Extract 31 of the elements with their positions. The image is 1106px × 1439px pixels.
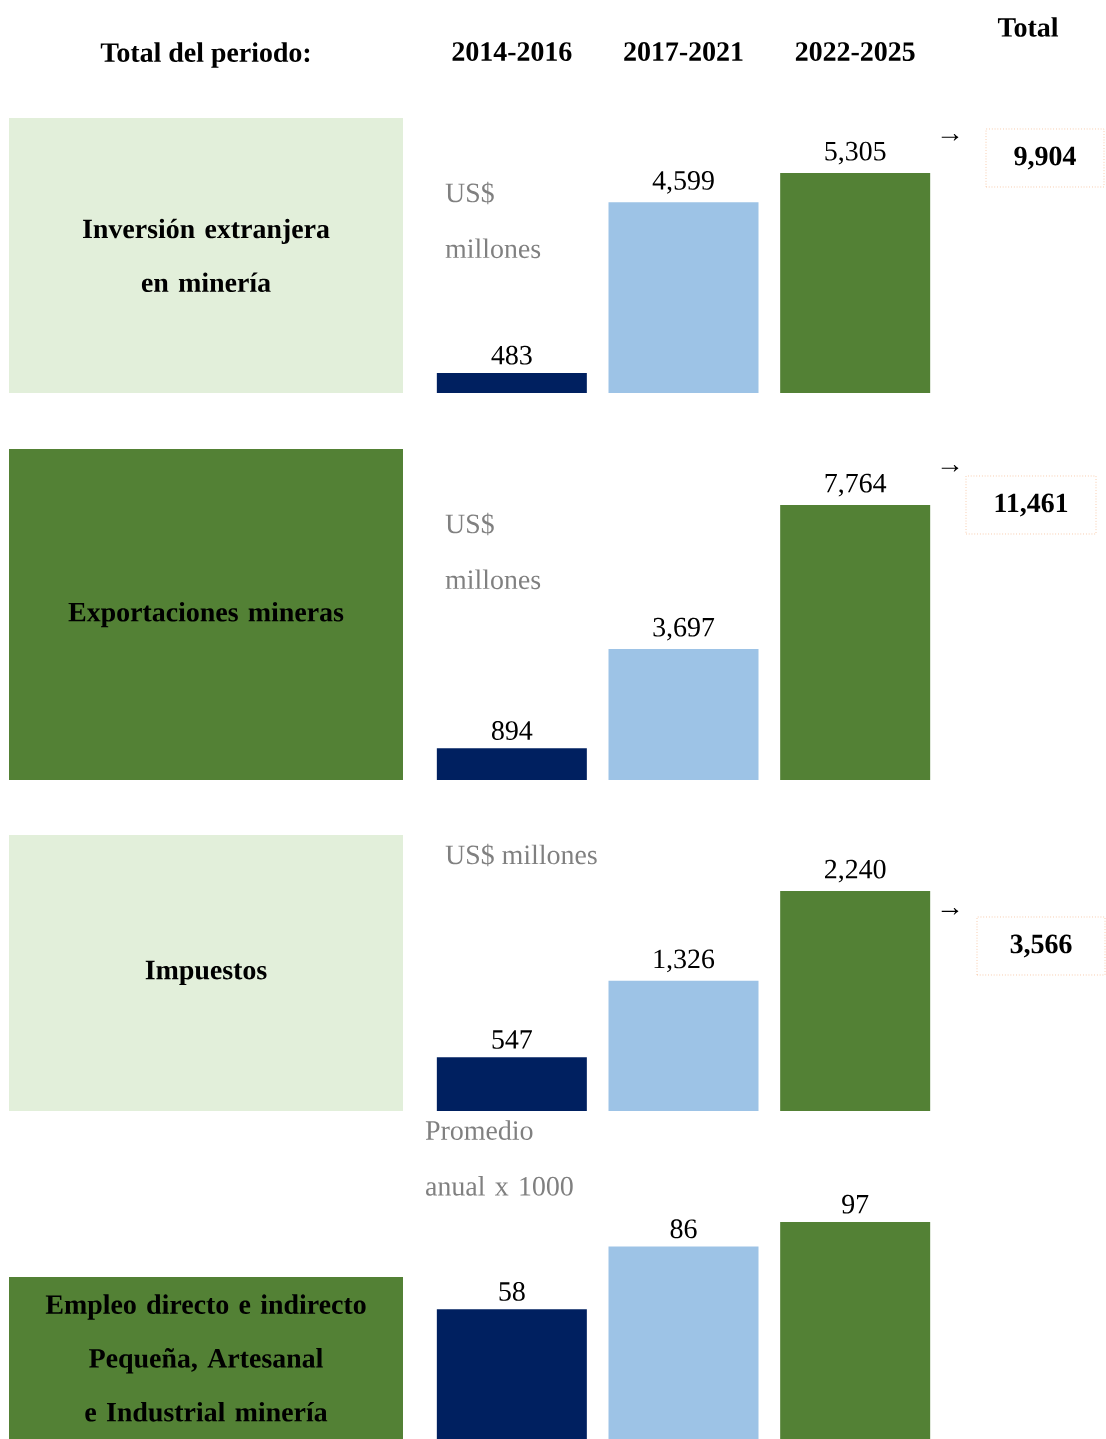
text: Impuestos: [145, 960, 267, 986]
text: →: [941, 908, 959, 915]
text: →: [941, 465, 959, 472]
text: 11,461: [995, 493, 1068, 517]
text: →: [941, 134, 959, 141]
text: Empleo directo e indirecto Pequeña, Artesanal e Industrial minería: [45, 1294, 366, 1422]
data-label: 58: [499, 1282, 525, 1301]
x-tick-label: 2014-2016: [452, 42, 572, 61]
data-label: 4,599: [652, 171, 714, 194]
text: Total del periodo:: [100, 42, 310, 68]
data-label: 3,697: [653, 617, 715, 641]
data-label: 894: [491, 721, 533, 740]
text: 3,566: [1010, 934, 1072, 958]
data-label: 1,326: [654, 949, 715, 973]
data-label: 97: [842, 1194, 869, 1214]
data-label: 547: [492, 1030, 532, 1049]
data-label: 7,764: [825, 473, 887, 497]
data-label: 5,305: [825, 141, 886, 165]
text: 9,904: [1014, 146, 1076, 170]
text: US$ millones: [445, 843, 597, 867]
x-tick-label: 2017-2021: [624, 42, 743, 61]
text: Total: [997, 17, 1059, 37]
text: Promedio anual x 1000: [425, 1120, 573, 1196]
data-label: 86: [670, 1219, 697, 1239]
data-label: 483: [491, 345, 532, 365]
text: US$ millones: [445, 512, 541, 590]
x-tick-label: 2022-2025: [795, 42, 915, 61]
text: Exportaciones mineras: [68, 601, 344, 628]
text: US$ millones: [445, 181, 541, 259]
data-label: 2,240: [825, 859, 886, 883]
text: Inversión extranjera en minería: [82, 218, 330, 293]
